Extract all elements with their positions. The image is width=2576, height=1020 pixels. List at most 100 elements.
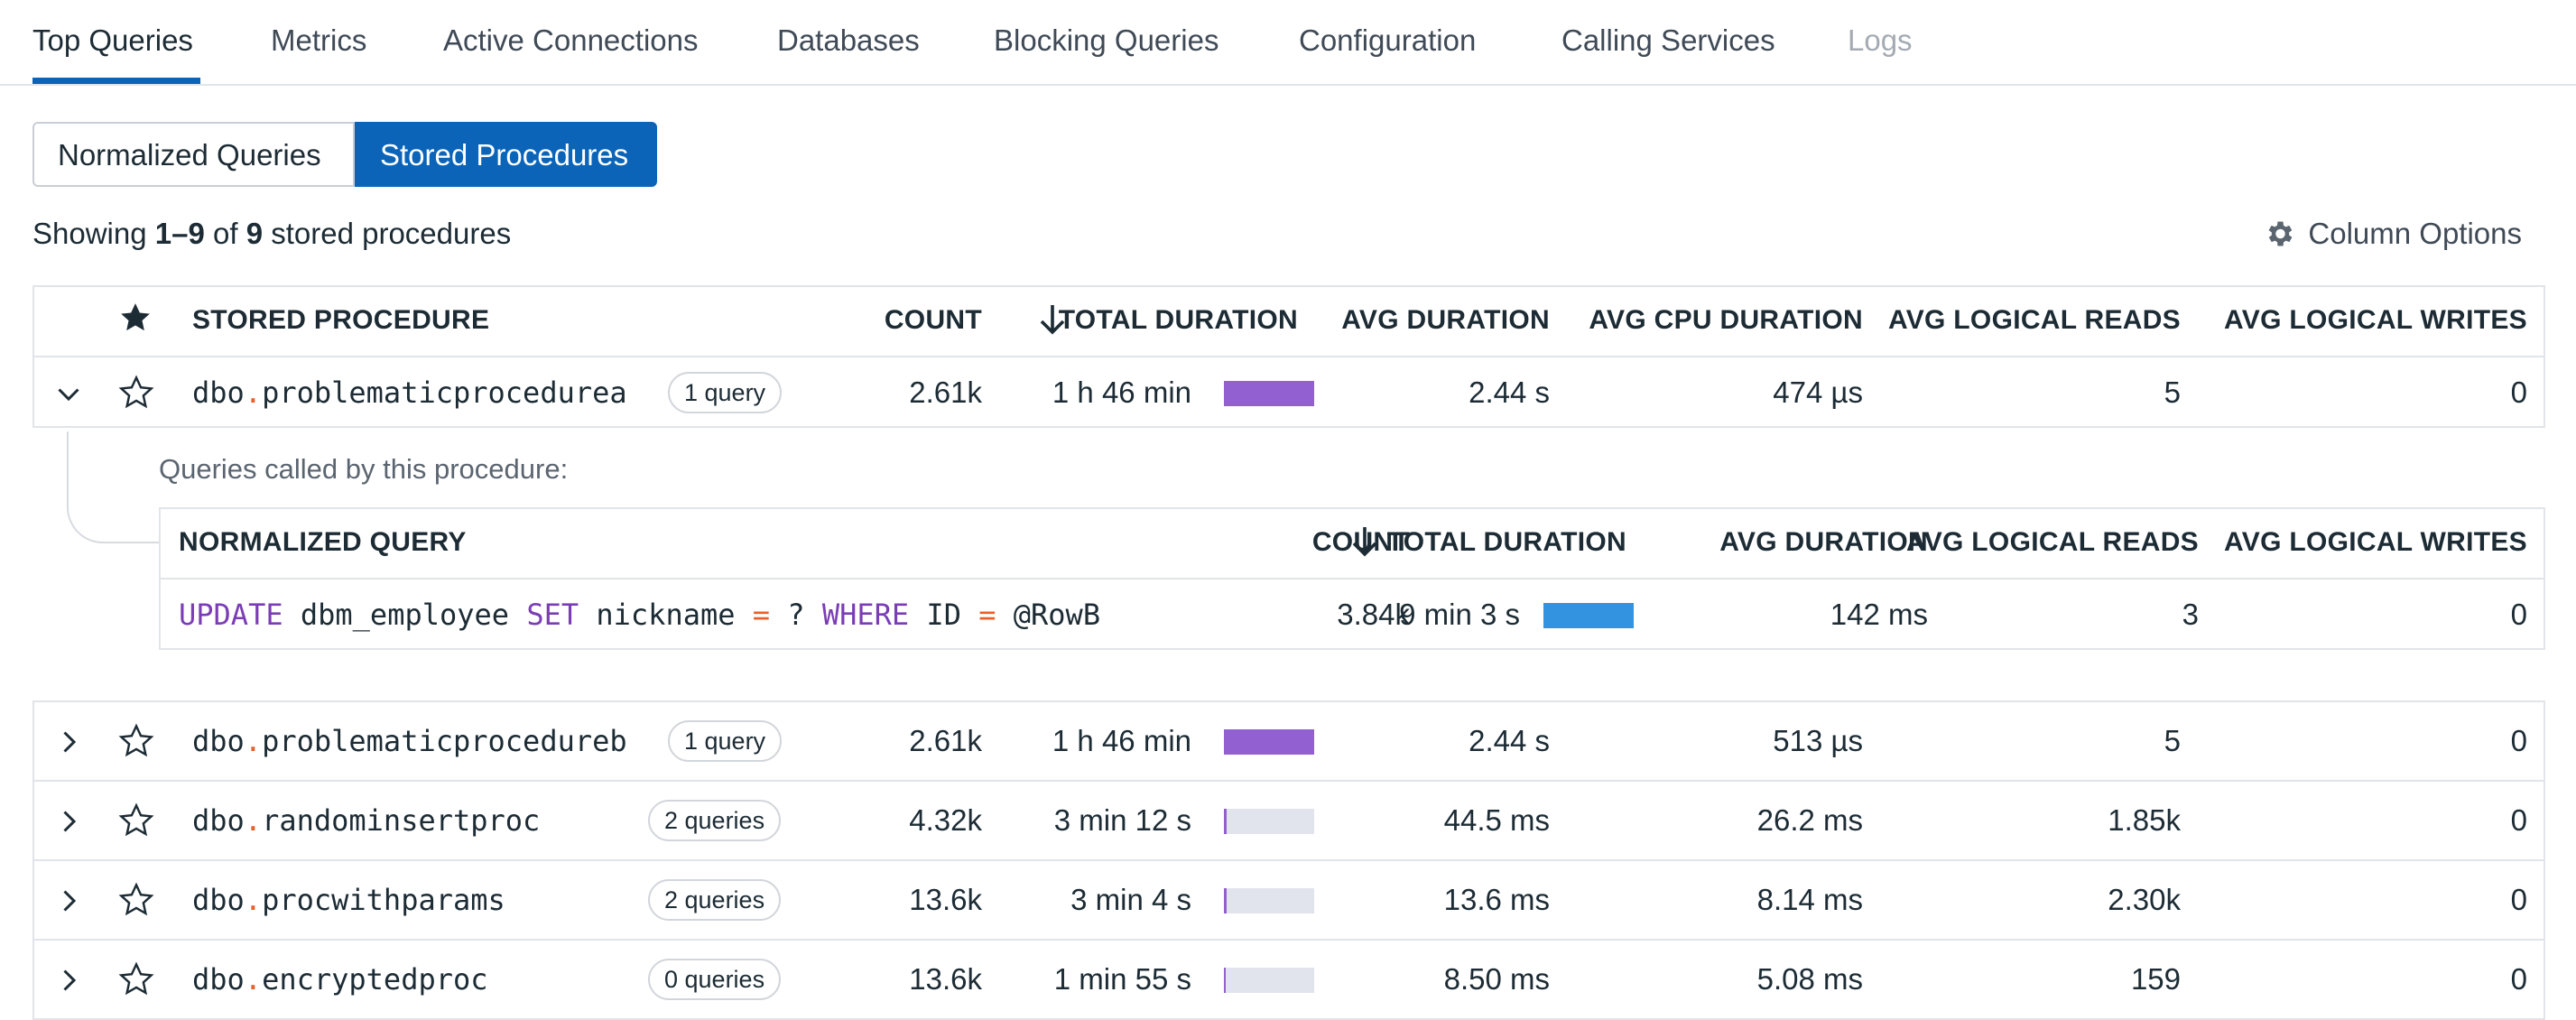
table-header: STORED PROCEDURE COUNT TOTAL DURATION AV… (34, 287, 2544, 357)
subtable-header: NORMALIZED QUERY COUNT TOTAL DURATION AV… (161, 509, 2544, 580)
query-token: = (978, 598, 996, 632)
col-avg-logical-writes[interactable]: AVG LOGICAL WRITES (2224, 305, 2527, 335)
sort-descending-icon[interactable] (1348, 524, 1381, 560)
col-avg-duration[interactable]: AVG DURATION (1341, 305, 1550, 335)
sub-avg-writes-value: 0 (2510, 598, 2527, 631)
col-count[interactable]: COUNT (884, 305, 982, 335)
avg-reads-value: 2.30k (2108, 883, 2181, 916)
sub-duration-bar (1543, 603, 1634, 628)
stored-procedures-button[interactable]: Stored Procedures (355, 122, 657, 187)
col-stored-procedure[interactable]: STORED PROCEDURE (192, 305, 490, 335)
tab-logs[interactable]: Logs (1848, 23, 1913, 57)
col-sub-total-duration[interactable]: TOTAL DURATION (1386, 527, 1626, 557)
avg-duration-value: 13.6 ms (1443, 883, 1550, 916)
normalized-queries-button[interactable]: Normalized Queries (32, 122, 355, 187)
table-row[interactable]: dbo.randominsertproc 2 queries 4.32k 3 m… (34, 782, 2544, 861)
star-outline-icon[interactable] (117, 722, 155, 760)
procedures-table: STORED PROCEDURE COUNT TOTAL DURATION AV… (32, 285, 2545, 428)
avg-reads-value: 5 (2164, 376, 2181, 409)
avg-writes-value: 0 (2510, 962, 2527, 996)
duration-bar (1224, 381, 1314, 406)
total-duration-value: 1 h 46 min (1052, 724, 1191, 757)
sub-avg-duration-value: 142 ms (1830, 598, 1928, 631)
table-row[interactable]: dbo.encryptedproc 0 queries 13.6k 1 min … (34, 941, 2544, 1020)
star-outline-icon[interactable] (117, 374, 155, 412)
tab-configuration[interactable]: Configuration (1299, 23, 1477, 57)
tab-databases[interactable]: Databases (777, 23, 920, 57)
col-sub-avg-duration[interactable]: AVG DURATION (1719, 527, 1928, 557)
star-outline-icon[interactable] (117, 802, 155, 839)
chevron-right-icon[interactable] (52, 885, 85, 917)
count-value: 13.6k (909, 962, 982, 996)
column-options-label: Column Options (2308, 217, 2522, 250)
normalized-query-text[interactable]: UPDATE dbm_employee SET nickname = ? WHE… (179, 598, 1100, 632)
query-token: SET (526, 598, 579, 632)
subtable-row[interactable]: UPDATE dbm_employee SET nickname = ? WHE… (161, 580, 2544, 650)
procedure-name[interactable]: dbo.problematicprocedureb (192, 724, 627, 758)
procedure-name[interactable]: dbo.problematicprocedurea (192, 376, 627, 410)
procedure-name[interactable]: dbo.encryptedproc (192, 962, 488, 997)
procedure-name[interactable]: dbo.randominsertproc (192, 803, 540, 838)
col-sub-avg-logical-writes[interactable]: AVG LOGICAL WRITES (2224, 527, 2527, 557)
count-value: 4.32k (909, 803, 982, 837)
tab-active-connections[interactable]: Active Connections (443, 23, 699, 57)
avg-writes-value: 0 (2510, 803, 2527, 837)
col-sub-avg-logical-reads[interactable]: AVG LOGICAL READS (1905, 527, 2199, 557)
avg-writes-value: 0 (2510, 724, 2527, 757)
total-duration-value: 3 min 12 s (1053, 803, 1191, 837)
showing-total: 9 (246, 217, 264, 250)
avg-duration-value: 2.44 s (1469, 724, 1550, 757)
procedure-dot: . (244, 962, 263, 997)
subqueries-table: NORMALIZED QUERY COUNT TOTAL DURATION AV… (159, 507, 2545, 650)
duration-bar-fill (1224, 968, 1226, 993)
duration-bar (1224, 729, 1314, 755)
chevron-right-icon[interactable] (52, 964, 85, 997)
query-count-badge: 0 queries (648, 959, 782, 1000)
tab-blocking-queries[interactable]: Blocking Queries (994, 23, 1219, 57)
avg-duration-value: 8.50 ms (1443, 962, 1550, 996)
duration-bar (1224, 809, 1314, 834)
col-normalized-query[interactable]: NORMALIZED QUERY (179, 527, 467, 557)
procedure-schema: dbo (192, 962, 245, 997)
query-count-badge: 2 queries (648, 800, 782, 841)
view-toggle: Normalized Queries Stored Procedures (32, 122, 657, 187)
chevron-right-icon[interactable] (52, 726, 85, 758)
table-row[interactable]: dbo.problematicprocedurea 1 query 2.61k … (34, 357, 2544, 428)
avg-cpu-value: 513 µs (1773, 724, 1863, 757)
sort-descending-icon[interactable] (1036, 301, 1069, 338)
column-options-button[interactable]: Column Options (2263, 217, 2522, 251)
chevron-down-icon[interactable] (52, 377, 85, 410)
query-token: nickname (579, 598, 753, 632)
query-token: = (752, 598, 771, 632)
table-row[interactable]: dbo.problematicprocedureb 1 query 2.61k … (34, 702, 2544, 782)
total-duration-value: 3 min 4 s (1070, 883, 1191, 916)
avg-reads-value: 159 (2130, 962, 2181, 996)
total-duration-value: 1 min 55 s (1053, 962, 1191, 996)
star-outline-icon[interactable] (117, 960, 155, 998)
tab-top-queries[interactable]: Top Queries (32, 23, 193, 57)
sub-count-value: 3.84k (1337, 598, 1410, 631)
query-token: ID (909, 598, 979, 632)
procedure-name-text: randominsertproc (262, 803, 541, 838)
procedure-name-text: procwithparams (262, 883, 505, 917)
avg-cpu-value: 8.14 ms (1756, 883, 1863, 916)
col-total-duration[interactable]: TOTAL DURATION (1058, 305, 1298, 335)
star-filled-icon[interactable] (117, 300, 153, 336)
table-row[interactable]: dbo.procwithparams 2 queries 13.6k 3 min… (34, 861, 2544, 941)
duration-bar-fill (1224, 381, 1314, 406)
duration-bar-fill (1224, 888, 1227, 913)
procedure-schema: dbo (192, 883, 245, 917)
tab-calling-services[interactable]: Calling Services (1561, 23, 1775, 57)
tab-metrics[interactable]: Metrics (271, 23, 367, 57)
expand-connector (67, 431, 161, 543)
col-avg-logical-reads[interactable]: AVG LOGICAL READS (1887, 305, 2181, 335)
results-summary: Showing 1–9 of 9 stored procedures (32, 217, 511, 251)
chevron-right-icon[interactable] (52, 805, 85, 838)
col-avg-cpu-duration[interactable]: AVG CPU DURATION (1589, 305, 1863, 335)
sub-avg-reads-value: 3 (2182, 598, 2199, 631)
duration-bar-fill (1224, 809, 1227, 834)
procedure-name[interactable]: dbo.procwithparams (192, 883, 505, 917)
sub-duration-bar-fill (1543, 603, 1634, 628)
subqueries-label: Queries called by this procedure: (159, 453, 569, 485)
star-outline-icon[interactable] (117, 881, 155, 919)
